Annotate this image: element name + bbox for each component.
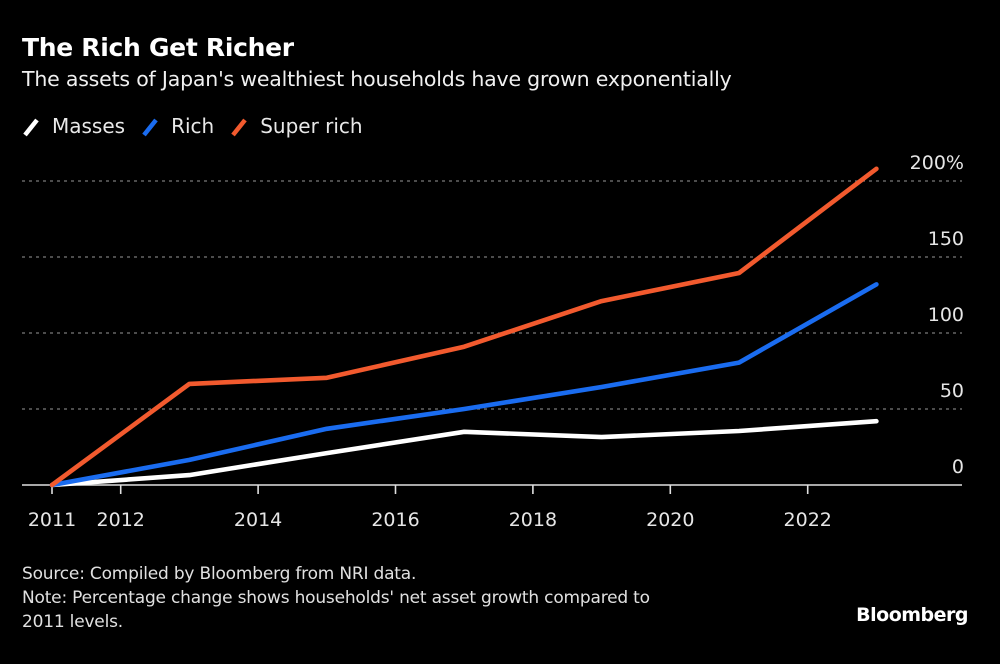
source-note: Source: Compiled by Bloomberg from NRI d… (22, 564, 417, 584)
x-tick-label: 2012 (97, 509, 145, 531)
y-tick-label: 0 (952, 456, 964, 478)
y-axis-ticks: 0 50 100 150 200% (910, 152, 964, 478)
y-tick-label: 50 (940, 380, 964, 402)
x-axis: 2011 2012 2014 2016 2018 2020 2022 (22, 484, 962, 531)
x-tick-label: 2022 (784, 509, 832, 531)
x-tick-label: 2016 (371, 509, 419, 531)
x-tick-label: 2011 (28, 509, 76, 531)
y-tick-label: 100 (928, 304, 964, 326)
footer-notes: Source: Compiled by Bloomberg from NRI d… (22, 562, 650, 634)
chart-subtitle: The assets of Japan's wealthiest househo… (22, 67, 732, 91)
legend-swatch-super-rich (231, 118, 247, 137)
series-lines (49, 166, 879, 488)
chart-title: The Rich Get Richer (22, 33, 294, 62)
legend: Masses Rich Super rich (22, 114, 379, 138)
legend-item-super-rich: Super rich (230, 114, 363, 138)
note-line-1: Note: Percentage change shows households… (22, 588, 650, 608)
legend-swatch-masses (23, 118, 39, 137)
y-tick-label: 150 (928, 228, 964, 250)
legend-label-masses: Masses (52, 114, 126, 138)
y-tick-label: 200% (910, 152, 964, 174)
x-tick-label: 2014 (234, 509, 282, 531)
x-tick-label: 2018 (509, 509, 557, 531)
x-tick-label: 2020 (646, 509, 694, 531)
legend-label-super-rich: Super rich (260, 114, 363, 138)
legend-item-masses: Masses (22, 114, 125, 138)
legend-swatch-rich (142, 118, 158, 137)
series-line-rich (49, 282, 879, 488)
bloomberg-logo: Bloomberg (856, 604, 968, 626)
gridlines (22, 180, 962, 410)
legend-label-rich: Rich (171, 114, 215, 138)
legend-item-rich: Rich (141, 114, 214, 138)
series-line-masses (49, 418, 879, 488)
series-line-super-rich (49, 166, 879, 488)
note-line-2: 2011 levels. (22, 612, 123, 632)
